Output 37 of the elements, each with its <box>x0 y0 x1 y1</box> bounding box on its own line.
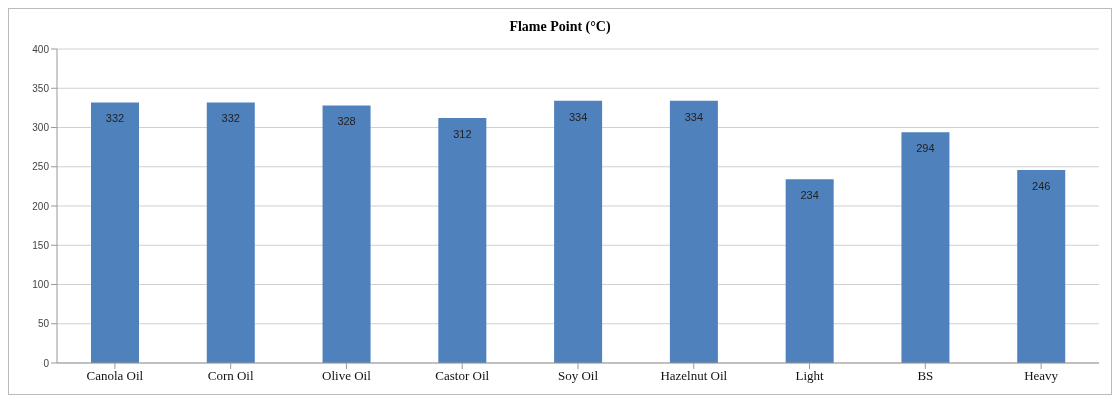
bar <box>322 105 371 363</box>
bar <box>901 132 950 363</box>
y-tick-label: 200 <box>32 200 50 212</box>
x-tick-label: Olive Oil <box>322 368 372 384</box>
chart-title: Flame Point (°C) <box>508 18 612 36</box>
x-tick-label: Castor Oil <box>435 368 490 384</box>
data-label: 334 <box>568 110 588 123</box>
data-label: 328 <box>337 115 356 128</box>
y-tick-label: 250 <box>32 161 50 173</box>
x-tick-label: BS <box>917 368 934 384</box>
x-tick-label: Canola Oil <box>86 368 144 384</box>
data-label: 332 <box>105 112 125 125</box>
y-tick-label: 50 <box>37 318 50 330</box>
data-label: 234 <box>800 189 819 202</box>
y-tick-label: 350 <box>32 82 50 94</box>
data-label: 334 <box>684 110 704 123</box>
y-tick-label: 300 <box>32 122 50 134</box>
y-tick-label: 400 <box>32 43 50 55</box>
bar <box>554 100 603 363</box>
data-label: 312 <box>453 127 472 140</box>
bar <box>206 102 255 363</box>
bar <box>438 118 487 363</box>
x-tick-label: Hazelnut Oil <box>660 368 728 384</box>
data-label: 246 <box>1032 179 1051 192</box>
y-tick-label: 150 <box>32 239 50 251</box>
y-tick-label: 0 <box>43 357 50 369</box>
data-label: 294 <box>916 142 935 155</box>
bar <box>91 102 139 363</box>
bar <box>1017 169 1066 363</box>
bar <box>669 100 718 363</box>
x-tick-label: Heavy <box>1024 368 1059 384</box>
x-tick-label: Light <box>795 368 825 384</box>
x-tick-label: Corn Oil <box>207 368 254 384</box>
data-label: 332 <box>221 112 240 125</box>
bar <box>785 179 834 363</box>
y-tick-label: 100 <box>32 279 50 291</box>
x-tick-label: Soy Oil <box>557 368 599 384</box>
